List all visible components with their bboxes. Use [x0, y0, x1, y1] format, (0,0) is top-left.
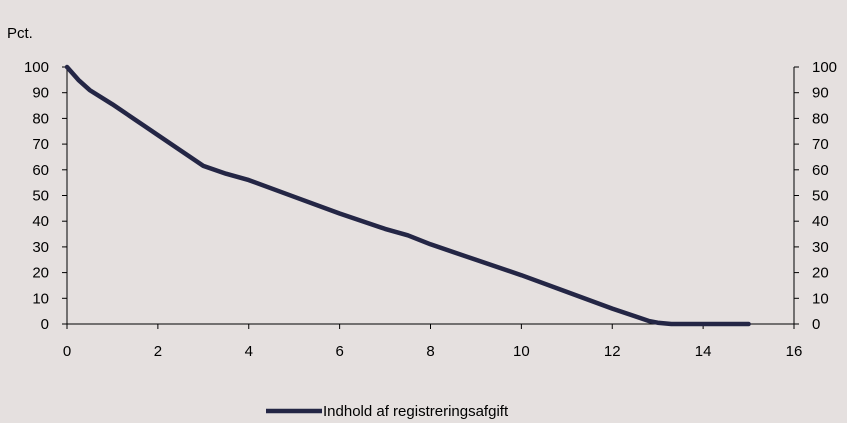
right-y-tick-label: 60	[812, 162, 829, 179]
x-axis-ticks: 0 2 4 6 8 10 12 14 16	[63, 324, 803, 360]
right-y-tick-label: 80	[812, 110, 829, 127]
left-y-tick-label: 90	[32, 85, 49, 102]
right-y-tick-label: 20	[812, 265, 829, 282]
right-y-tick-label: 10	[812, 290, 829, 307]
right-y-tick-label: 40	[812, 213, 829, 230]
left-y-tick-label: 70	[32, 136, 49, 153]
x-tick-label: 16	[786, 343, 803, 360]
x-tick-label: 4	[245, 343, 253, 360]
left-y-tick-label: 50	[32, 188, 49, 205]
x-tick-label: 2	[154, 343, 162, 360]
right-y-tick-label: 0	[812, 316, 820, 333]
right-y-tick-label: 50	[812, 188, 829, 205]
left-y-tick-label: 0	[41, 316, 49, 333]
right-y-axis-ticks: 0 10 20 30 40 50 60 70 80 90 100	[794, 59, 837, 333]
left-y-axis-ticks: 0 10 20 30 40 50 60 70 80 90 100	[24, 59, 67, 333]
left-y-tick-label: 30	[32, 239, 49, 256]
legend: Indhold af registreringsafgift	[266, 403, 509, 420]
right-y-tick-label: 30	[812, 239, 829, 256]
x-tick-label: 8	[426, 343, 434, 360]
x-tick-label: 6	[335, 343, 343, 360]
right-y-tick-label: 100	[812, 59, 837, 76]
left-y-tick-label: 100	[24, 59, 49, 76]
left-y-tick-label: 80	[32, 110, 49, 127]
right-y-tick-label: 70	[812, 136, 829, 153]
left-y-tick-label: 40	[32, 213, 49, 230]
y-axis-title: Pct.	[7, 25, 33, 42]
series-line-0	[64, 64, 751, 327]
right-y-tick-label: 90	[812, 85, 829, 102]
left-y-tick-label: 20	[32, 265, 49, 282]
x-tick-label: 10	[513, 343, 530, 360]
x-tick-label: 12	[604, 343, 621, 360]
x-tick-label: 0	[63, 343, 71, 360]
series-group	[64, 64, 751, 327]
legend-label: Indhold af registreringsafgift	[323, 403, 509, 420]
left-y-tick-label: 60	[32, 162, 49, 179]
axes	[66, 67, 795, 325]
left-y-tick-label: 10	[32, 290, 49, 307]
x-tick-label: 14	[695, 343, 712, 360]
